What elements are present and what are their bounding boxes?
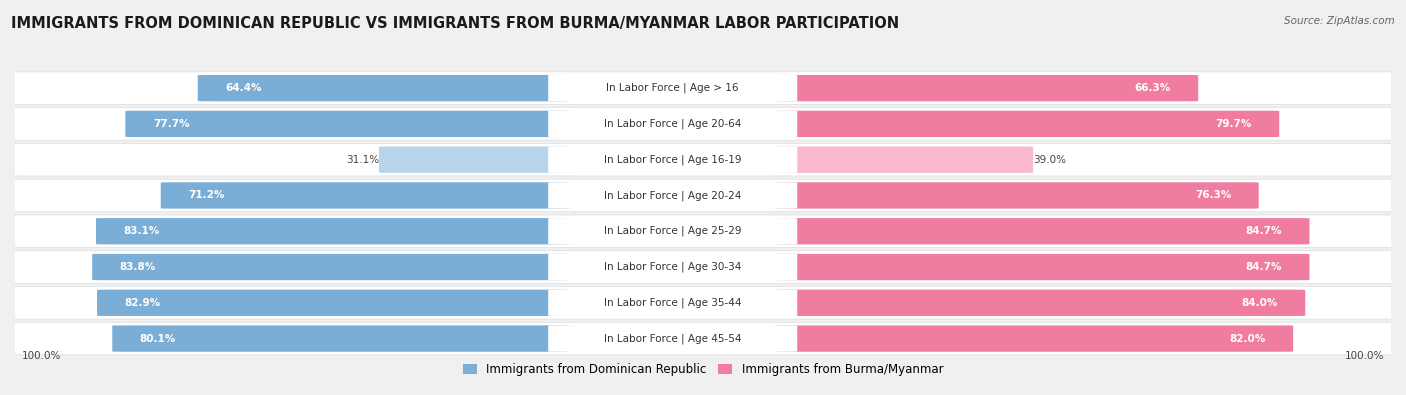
FancyBboxPatch shape [1,179,1405,212]
Text: Source: ZipAtlas.com: Source: ZipAtlas.com [1284,16,1395,26]
FancyBboxPatch shape [775,147,1033,173]
Text: 84.7%: 84.7% [1246,262,1282,272]
Legend: Immigrants from Dominican Republic, Immigrants from Burma/Myanmar: Immigrants from Dominican Republic, Immi… [458,358,948,380]
Text: 66.3%: 66.3% [1135,83,1171,93]
Text: 79.7%: 79.7% [1215,119,1251,129]
Text: 39.0%: 39.0% [1033,155,1066,165]
Text: 82.9%: 82.9% [125,298,160,308]
Text: 71.2%: 71.2% [188,190,225,200]
FancyBboxPatch shape [775,254,1309,280]
Text: 82.0%: 82.0% [1229,334,1265,344]
FancyBboxPatch shape [775,218,1309,245]
FancyBboxPatch shape [1,322,1405,355]
FancyBboxPatch shape [1,72,1405,104]
Text: In Labor Force | Age > 16: In Labor Force | Age > 16 [606,83,740,93]
FancyBboxPatch shape [548,182,797,209]
FancyBboxPatch shape [97,290,571,316]
Text: In Labor Force | Age 16-19: In Labor Force | Age 16-19 [605,154,741,165]
Text: 100.0%: 100.0% [22,351,62,361]
Text: In Labor Force | Age 30-34: In Labor Force | Age 30-34 [605,262,741,272]
Text: 84.0%: 84.0% [1241,298,1278,308]
FancyBboxPatch shape [198,75,571,101]
FancyBboxPatch shape [160,182,571,209]
Text: In Labor Force | Age 20-24: In Labor Force | Age 20-24 [605,190,741,201]
Text: 83.1%: 83.1% [124,226,160,236]
FancyBboxPatch shape [548,111,797,137]
Text: 64.4%: 64.4% [225,83,262,93]
Text: 84.7%: 84.7% [1246,226,1282,236]
Text: In Labor Force | Age 25-29: In Labor Force | Age 25-29 [605,226,741,237]
FancyBboxPatch shape [775,182,1258,209]
FancyBboxPatch shape [548,325,797,352]
FancyBboxPatch shape [548,218,797,245]
FancyBboxPatch shape [1,286,1405,319]
Text: In Labor Force | Age 45-54: In Labor Force | Age 45-54 [605,333,741,344]
FancyBboxPatch shape [548,290,797,316]
FancyBboxPatch shape [775,111,1279,137]
FancyBboxPatch shape [96,218,571,245]
FancyBboxPatch shape [1,251,1405,283]
Text: In Labor Force | Age 20-64: In Labor Force | Age 20-64 [605,118,741,129]
Text: 77.7%: 77.7% [153,119,190,129]
FancyBboxPatch shape [125,111,571,137]
FancyBboxPatch shape [1,107,1405,140]
Text: 80.1%: 80.1% [139,334,176,344]
FancyBboxPatch shape [775,290,1305,316]
FancyBboxPatch shape [548,254,797,280]
FancyBboxPatch shape [1,215,1405,248]
Text: 83.8%: 83.8% [120,262,156,272]
FancyBboxPatch shape [775,75,1198,101]
FancyBboxPatch shape [380,147,571,173]
FancyBboxPatch shape [112,325,571,352]
Text: In Labor Force | Age 35-44: In Labor Force | Age 35-44 [605,297,741,308]
Text: IMMIGRANTS FROM DOMINICAN REPUBLIC VS IMMIGRANTS FROM BURMA/MYANMAR LABOR PARTIC: IMMIGRANTS FROM DOMINICAN REPUBLIC VS IM… [11,16,900,31]
Text: 76.3%: 76.3% [1195,190,1232,200]
FancyBboxPatch shape [548,75,797,101]
FancyBboxPatch shape [1,143,1405,176]
Text: 31.1%: 31.1% [346,155,380,165]
FancyBboxPatch shape [548,147,797,173]
FancyBboxPatch shape [93,254,571,280]
Text: 100.0%: 100.0% [1344,351,1384,361]
FancyBboxPatch shape [775,325,1294,352]
